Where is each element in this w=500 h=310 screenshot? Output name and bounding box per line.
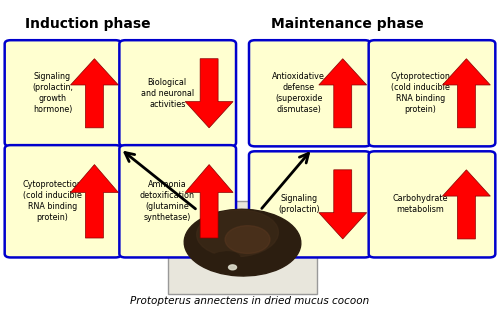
Polygon shape	[442, 170, 490, 239]
Text: Protopterus annectens in dried mucus cocoon: Protopterus annectens in dried mucus coc…	[130, 296, 370, 306]
Text: Cytoprotection
(cold inducible
RNA binding
protein): Cytoprotection (cold inducible RNA bindi…	[390, 72, 450, 114]
Polygon shape	[319, 170, 366, 239]
Text: Maintenance phase: Maintenance phase	[271, 17, 424, 31]
Polygon shape	[70, 59, 118, 128]
Text: Ammonia
detoxification
(glutamine
synthetase): Ammonia detoxification (glutamine synthe…	[140, 180, 194, 223]
FancyBboxPatch shape	[120, 40, 236, 146]
Polygon shape	[185, 59, 233, 128]
FancyBboxPatch shape	[249, 151, 370, 258]
Text: Signaling
(prolactin): Signaling (prolactin)	[278, 194, 320, 215]
Ellipse shape	[184, 209, 301, 276]
FancyBboxPatch shape	[368, 40, 496, 146]
Polygon shape	[442, 59, 490, 128]
Polygon shape	[70, 165, 118, 238]
Ellipse shape	[196, 210, 278, 257]
Text: Cytoprotection
(cold inducible
RNA binding
protein): Cytoprotection (cold inducible RNA bindi…	[22, 180, 82, 223]
Ellipse shape	[205, 252, 240, 270]
Polygon shape	[319, 59, 366, 128]
FancyBboxPatch shape	[249, 40, 370, 146]
Text: Signaling
(prolactin,
growth
hormone): Signaling (prolactin, growth hormone)	[32, 72, 73, 114]
Ellipse shape	[225, 226, 270, 254]
FancyBboxPatch shape	[368, 151, 496, 258]
FancyBboxPatch shape	[120, 145, 236, 258]
FancyBboxPatch shape	[4, 40, 122, 146]
Text: Biological
and neuronal
activities: Biological and neuronal activities	[140, 78, 194, 109]
Circle shape	[228, 265, 236, 270]
Text: Induction phase: Induction phase	[25, 17, 151, 31]
Text: Carbohydrate
metabolism: Carbohydrate metabolism	[393, 194, 448, 215]
Text: Antioxidative
defense
(superoxide
dismutase): Antioxidative defense (superoxide dismut…	[272, 72, 326, 114]
FancyBboxPatch shape	[4, 145, 122, 258]
Polygon shape	[185, 165, 233, 238]
FancyBboxPatch shape	[168, 201, 318, 294]
